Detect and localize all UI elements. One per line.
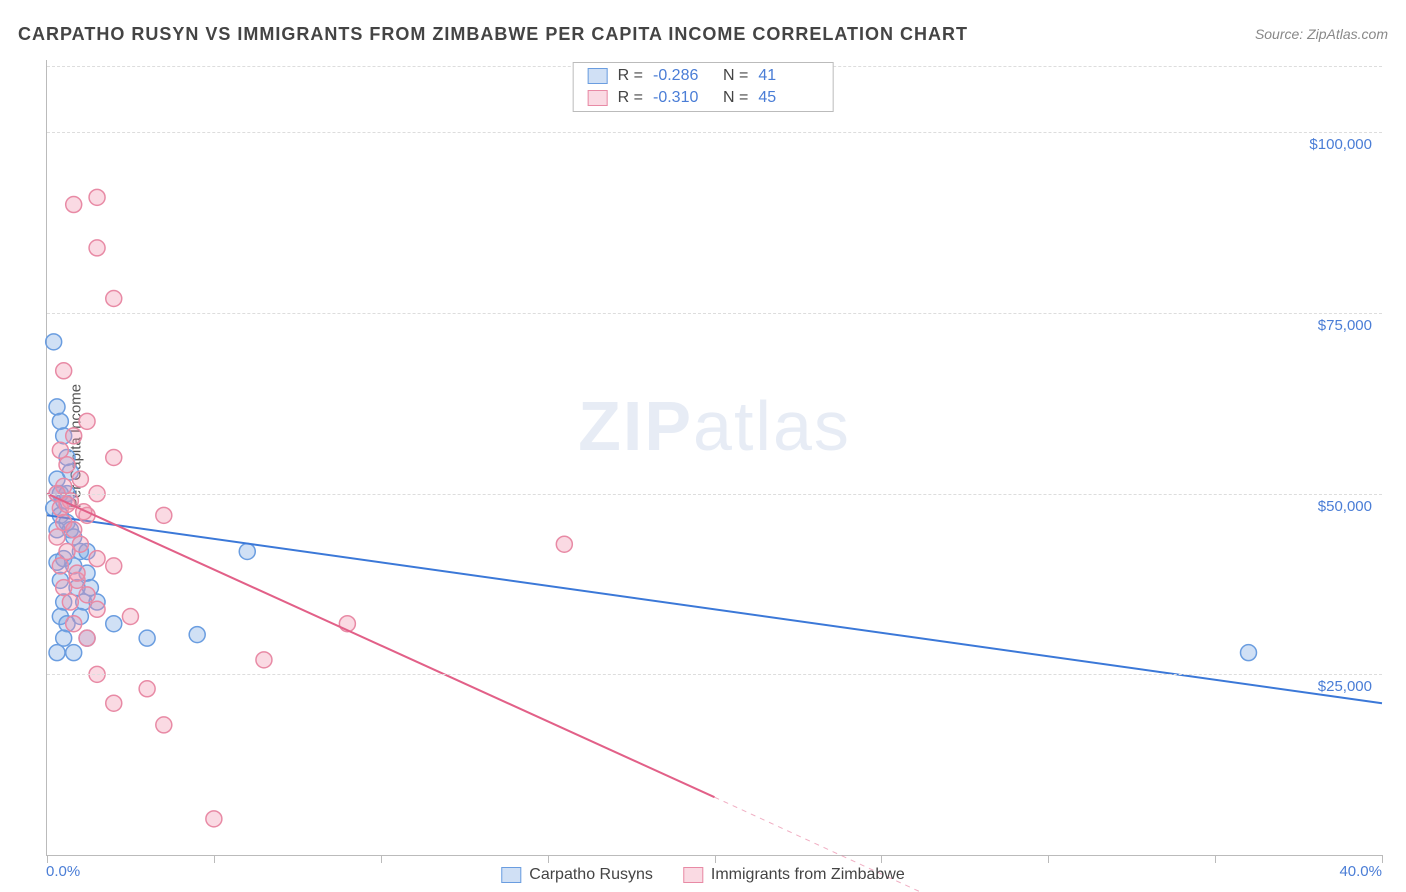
chart-plot-area: ZIPatlas $25,000$50,000$75,000$100,000 xyxy=(46,60,1382,856)
scatter-point xyxy=(66,197,82,213)
y-tick-label: $75,000 xyxy=(1318,317,1372,334)
scatter-point xyxy=(66,522,82,538)
grid-line xyxy=(47,132,1382,133)
scatter-point xyxy=(122,609,138,625)
r-label: R = xyxy=(618,67,643,85)
scatter-point xyxy=(156,717,172,733)
legend-swatch xyxy=(588,68,608,84)
scatter-point xyxy=(49,399,65,415)
scatter-point xyxy=(79,413,95,429)
scatter-point xyxy=(52,413,68,429)
scatter-point xyxy=(106,291,122,307)
scatter-point xyxy=(59,457,75,473)
scatter-svg xyxy=(47,60,1382,855)
x-tick xyxy=(381,855,382,863)
legend-stats-row: R = -0.286 N = 41 xyxy=(574,65,833,87)
scatter-point xyxy=(62,594,78,610)
grid-line xyxy=(47,313,1382,314)
chart-title: CARPATHO RUSYN VS IMMIGRANTS FROM ZIMBAB… xyxy=(18,24,968,45)
scatter-point xyxy=(106,558,122,574)
scatter-point xyxy=(79,587,95,603)
n-label: N = xyxy=(723,67,748,85)
scatter-point xyxy=(106,616,122,632)
legend-label: Carpatho Rusyns xyxy=(529,866,653,884)
scatter-point xyxy=(79,630,95,646)
x-tick xyxy=(1048,855,1049,863)
scatter-point xyxy=(72,471,88,487)
x-tick xyxy=(214,855,215,863)
x-tick xyxy=(1382,855,1383,863)
legend-swatch xyxy=(501,867,521,883)
scatter-point xyxy=(69,565,85,581)
y-tick-label: $100,000 xyxy=(1309,136,1372,153)
scatter-point xyxy=(52,442,68,458)
scatter-point xyxy=(49,645,65,661)
x-axis-min-label: 0.0% xyxy=(46,863,80,880)
scatter-point xyxy=(49,529,65,545)
x-tick xyxy=(715,855,716,863)
scatter-point xyxy=(206,811,222,827)
legend-swatch xyxy=(588,90,608,106)
y-tick-label: $25,000 xyxy=(1318,678,1372,695)
scatter-point xyxy=(106,695,122,711)
legend-stats-box: R = -0.286 N = 41 R = -0.310 N = 45 xyxy=(573,62,834,112)
scatter-point xyxy=(239,543,255,559)
scatter-point xyxy=(89,601,105,617)
scatter-point xyxy=(66,645,82,661)
source-attribution: Source: ZipAtlas.com xyxy=(1255,26,1388,42)
legend-swatch xyxy=(683,867,703,883)
scatter-point xyxy=(89,240,105,256)
n-value: 41 xyxy=(758,67,818,85)
x-tick xyxy=(1215,855,1216,863)
x-axis-max-label: 40.0% xyxy=(1339,863,1382,880)
scatter-point xyxy=(156,507,172,523)
scatter-point xyxy=(256,652,272,668)
n-label: N = xyxy=(723,89,748,107)
scatter-point xyxy=(106,450,122,466)
r-label: R = xyxy=(618,89,643,107)
x-tick xyxy=(881,855,882,863)
legend-stats-row: R = -0.310 N = 45 xyxy=(574,87,833,109)
r-value: -0.286 xyxy=(653,67,713,85)
grid-line xyxy=(47,494,1382,495)
scatter-point xyxy=(76,504,92,520)
scatter-point xyxy=(56,580,72,596)
x-tick xyxy=(548,855,549,863)
scatter-point xyxy=(56,630,72,646)
n-value: 45 xyxy=(758,89,818,107)
scatter-point xyxy=(89,551,105,567)
y-tick-label: $50,000 xyxy=(1318,498,1372,515)
scatter-point xyxy=(1241,645,1257,661)
scatter-point xyxy=(56,363,72,379)
scatter-point xyxy=(556,536,572,552)
x-tick xyxy=(47,855,48,863)
grid-line xyxy=(47,674,1382,675)
scatter-point xyxy=(66,616,82,632)
scatter-point xyxy=(59,543,75,559)
legend-item: Immigrants from Zimbabwe xyxy=(683,866,905,884)
legend-item: Carpatho Rusyns xyxy=(501,866,653,884)
scatter-point xyxy=(89,189,105,205)
scatter-point xyxy=(46,334,62,350)
scatter-point xyxy=(52,558,68,574)
r-value: -0.310 xyxy=(653,89,713,107)
legend-label: Immigrants from Zimbabwe xyxy=(711,866,905,884)
scatter-point xyxy=(189,627,205,643)
scatter-point xyxy=(139,681,155,697)
legend-series: Carpatho Rusyns Immigrants from Zimbabwe xyxy=(501,866,904,884)
scatter-point xyxy=(139,630,155,646)
scatter-point xyxy=(66,428,82,444)
